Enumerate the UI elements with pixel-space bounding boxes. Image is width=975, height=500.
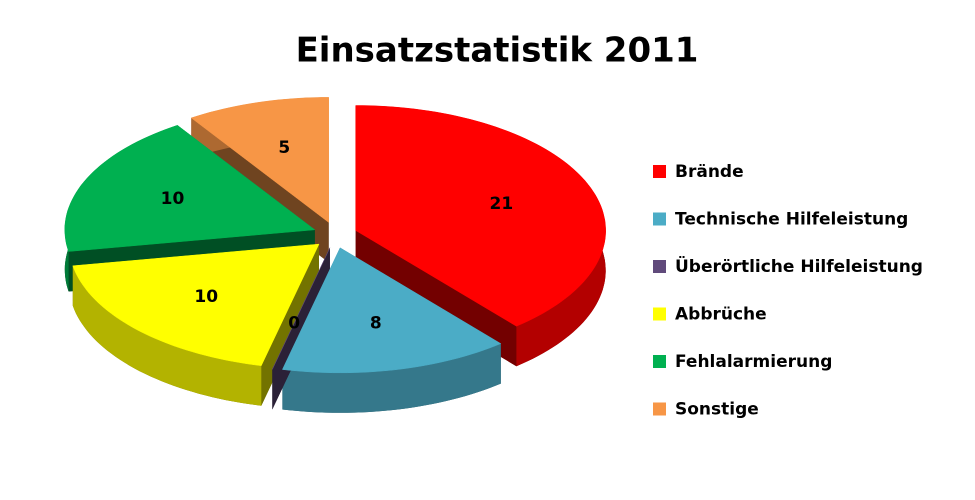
legend-label: Sonstige: [675, 400, 759, 420]
legend-swatch: [653, 260, 666, 273]
chart-title: Einsatzstatistik 2011: [296, 31, 699, 71]
value-label: 10: [194, 287, 218, 307]
pie-slice: [355, 105, 606, 327]
legend-swatch: [653, 307, 666, 321]
legend: Brände Technische Hilfeleistung Überörtlic…: [653, 162, 923, 420]
legend-label: Überörtliche Hilfeleistung: [675, 255, 923, 277]
legend-swatch: [653, 402, 666, 416]
slice-side: [72, 265, 262, 406]
pie: 21 8 0 10 10 5: [64, 97, 606, 413]
legend-label: Fehlalarmierung: [675, 352, 832, 372]
value-label: 10: [161, 189, 185, 209]
legend-label: Abbrüche: [675, 305, 767, 325]
legend-swatch: [653, 355, 666, 368]
legend-swatch: [653, 212, 666, 226]
pie-slice: [282, 247, 502, 374]
value-label: 21: [489, 194, 513, 214]
pie-slice: [64, 125, 316, 252]
slice-side: [282, 343, 501, 413]
value-label: 5: [278, 138, 290, 158]
pie-slice: [272, 247, 331, 370]
legend-label: Brände: [675, 162, 744, 182]
value-label: 0: [288, 313, 300, 333]
legend-swatch: [653, 165, 666, 178]
pie-slice: [190, 97, 329, 223]
pie-slice: [72, 243, 320, 366]
legend-label: Technische Hilfeleistung: [675, 210, 908, 230]
value-label: 8: [370, 313, 382, 333]
